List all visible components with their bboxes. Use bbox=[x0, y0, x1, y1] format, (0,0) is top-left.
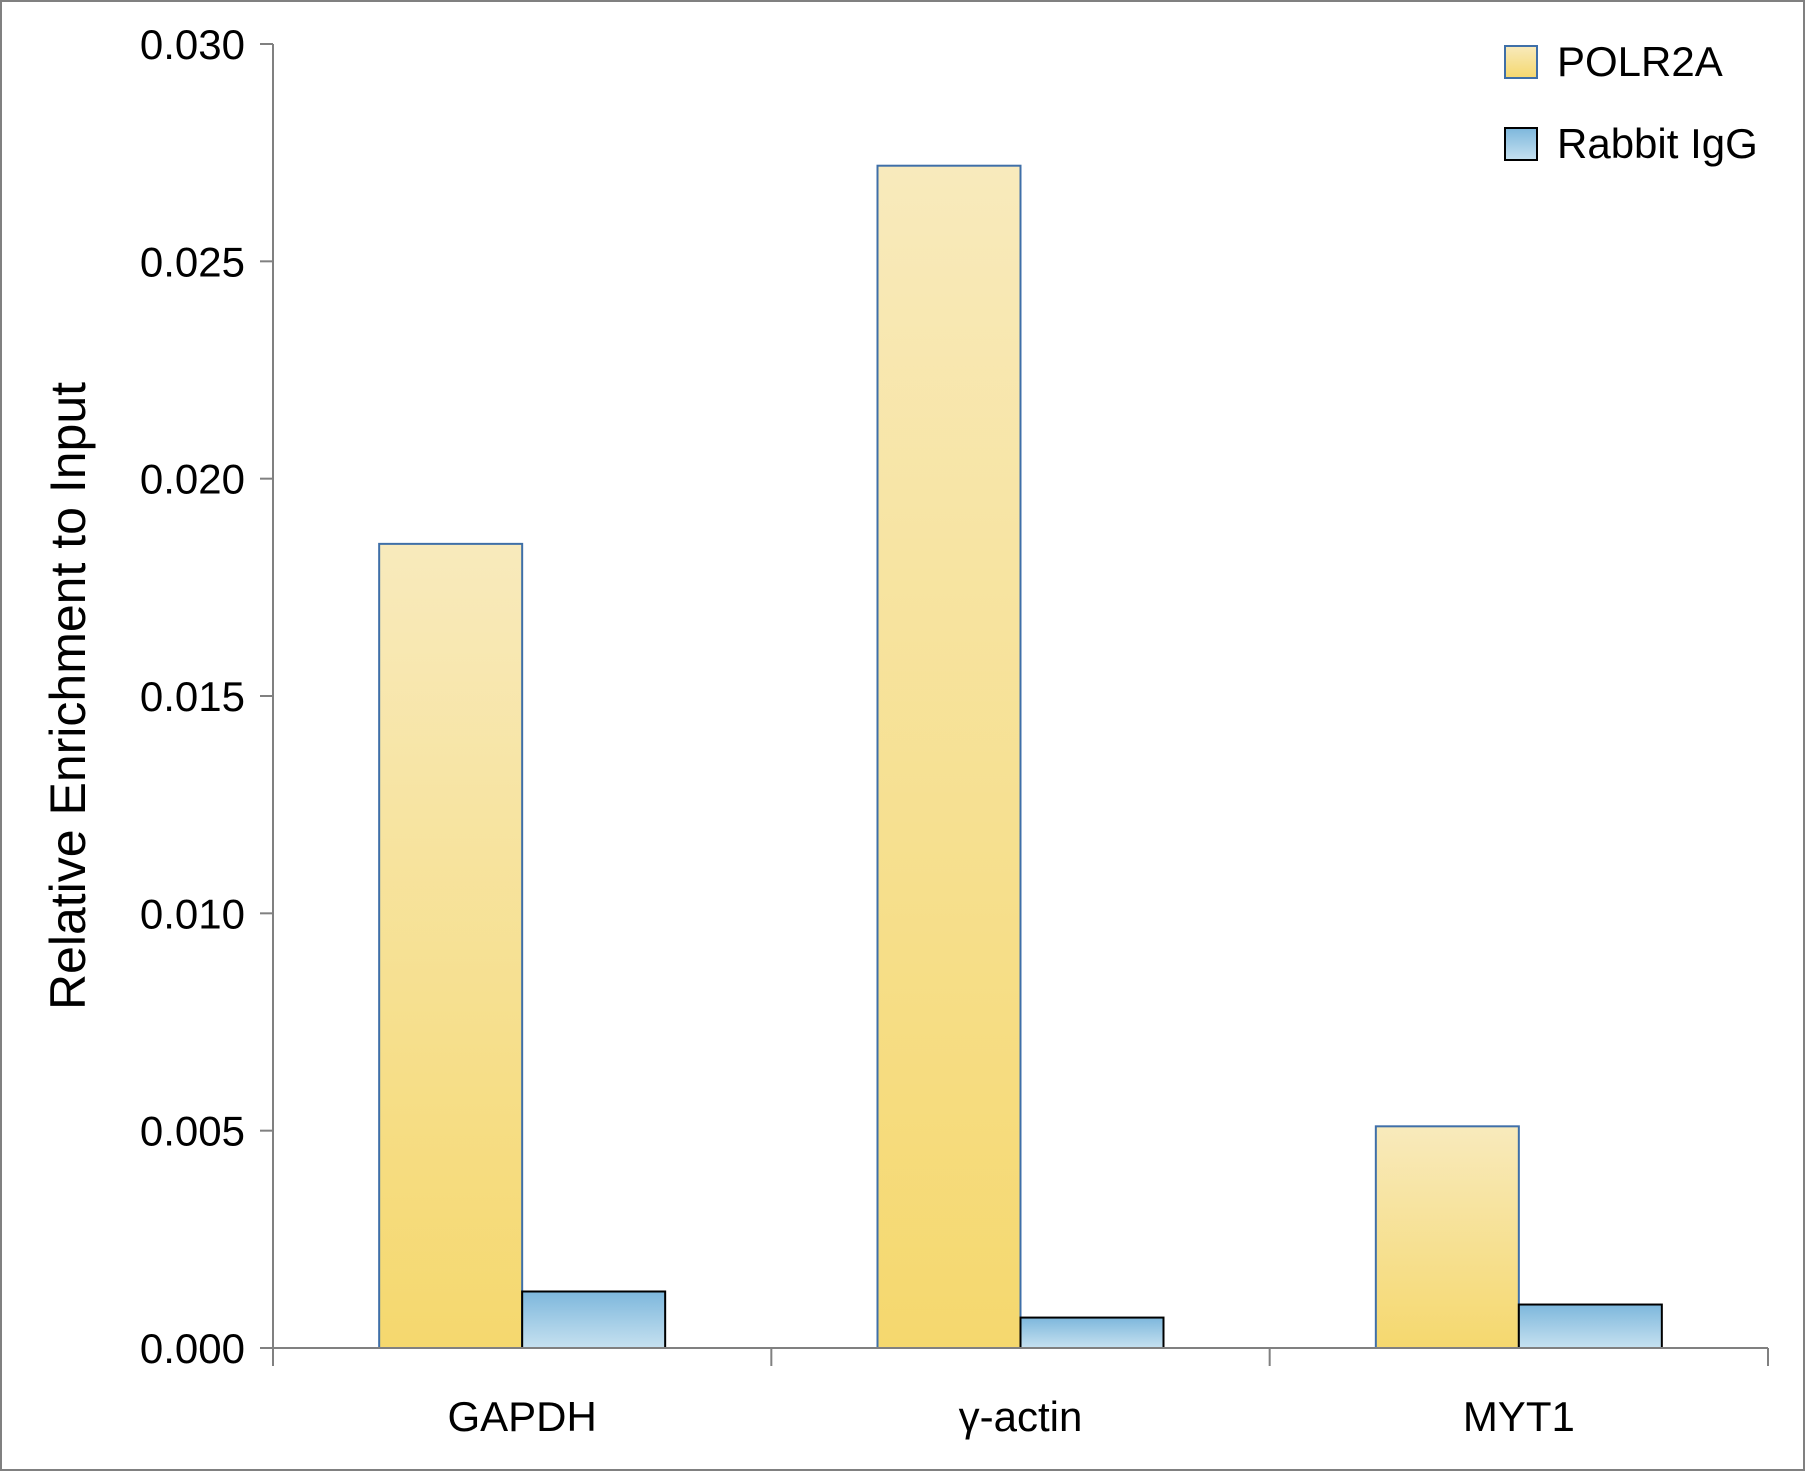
y-tick-label: 0.030 bbox=[140, 21, 245, 68]
x-tick-label: γ-actin bbox=[959, 1393, 1083, 1440]
x-tick-label: MYT1 bbox=[1463, 1393, 1575, 1440]
bars-layer bbox=[378, 164, 1663, 1350]
legend: POLR2A Rabbit IgG bbox=[1504, 38, 1758, 167]
y-tick-label: 0.010 bbox=[140, 890, 245, 937]
x-ticks-layer: GAPDH γ-actin MYT1 bbox=[272, 1348, 1769, 1440]
y-axis-title: Relative Enrichment to Input bbox=[40, 382, 96, 1010]
bar-rabbit-igg bbox=[1019, 1316, 1165, 1350]
y-tick-label: 0.025 bbox=[140, 238, 245, 285]
bar-rabbit-igg bbox=[521, 1290, 667, 1349]
legend-label: POLR2A bbox=[1557, 38, 1723, 85]
y-tick-label: 0.000 bbox=[140, 1325, 245, 1372]
bar-polr2a bbox=[876, 164, 1022, 1349]
y-tick-label: 0.020 bbox=[140, 456, 245, 503]
axes-layer bbox=[272, 44, 1768, 1366]
y-tick-label: 0.015 bbox=[140, 673, 245, 720]
legend-swatch bbox=[1504, 127, 1538, 161]
legend-label: Rabbit IgG bbox=[1557, 120, 1758, 167]
bar-polr2a bbox=[378, 542, 524, 1349]
y-tick-label: 0.005 bbox=[140, 1108, 245, 1155]
y-ticks-layer: 0.000 0.005 0.010 0.015 0.020 0.025 0.030 bbox=[140, 21, 273, 1372]
x-tick-label: GAPDH bbox=[447, 1393, 596, 1440]
legend-swatch bbox=[1504, 45, 1538, 79]
bar-polr2a bbox=[1374, 1125, 1520, 1349]
bar-rabbit-igg bbox=[1517, 1303, 1663, 1349]
